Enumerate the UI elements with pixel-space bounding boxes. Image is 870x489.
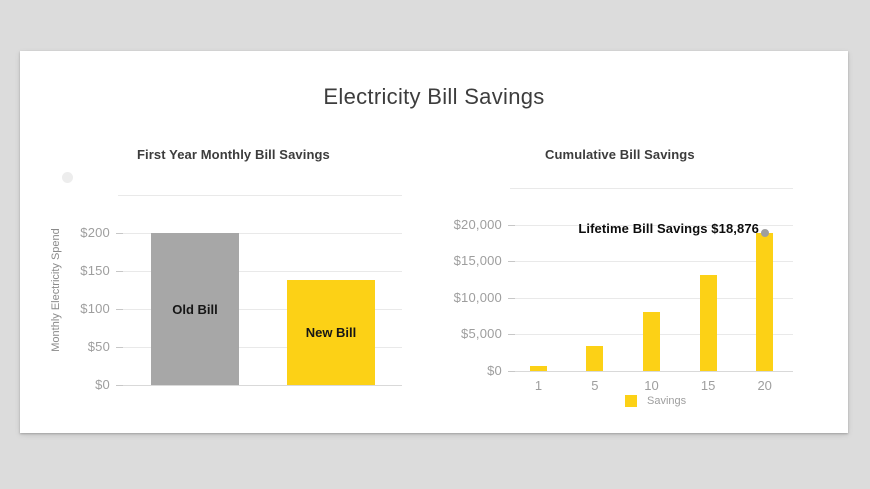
x-tick-label: 1 — [534, 378, 543, 393]
y-tick-label: $200 — [80, 225, 110, 240]
annotation-point-marker — [761, 229, 769, 237]
y-tick-label: $15,000 — [453, 253, 502, 269]
y-tick-mark — [116, 271, 123, 272]
legend-label: Savings — [647, 395, 687, 407]
y-tick-label: $0 — [95, 377, 110, 392]
gridline — [118, 347, 402, 348]
gridline — [118, 309, 402, 310]
cumulative-chart-title: Cumulative Bill Savings — [545, 147, 695, 162]
savings-bar-year-10 — [643, 312, 660, 371]
gridline — [118, 233, 402, 234]
chart-legend: Savings — [625, 395, 686, 407]
y-tick-mark — [508, 334, 515, 336]
y-tick-mark — [116, 385, 123, 386]
gridline — [118, 271, 402, 272]
gridline — [510, 297, 793, 299]
bar-inner-label: New Bill — [305, 325, 357, 341]
y-tick-mark — [508, 224, 515, 226]
savings-report-card: Electricity Bill Savings First Year Mont… — [20, 51, 848, 433]
y-tick-label: $0 — [487, 363, 502, 378]
y-tick-mark — [508, 297, 515, 299]
monthly-chart-title: First Year Monthly Bill Savings — [137, 147, 330, 162]
y-tick-label: $10,000 — [453, 289, 502, 305]
y-tick-label: $150 — [80, 263, 110, 278]
y-tick-label: $50 — [87, 339, 110, 354]
decorative-dot — [62, 172, 73, 183]
gridline — [510, 261, 793, 263]
monthly-bar-old-bill: Old Bill — [151, 233, 239, 385]
y-tick-mark — [116, 309, 123, 310]
x-tick-label: 20 — [757, 378, 772, 393]
gridline — [510, 371, 793, 372]
gridline — [118, 195, 402, 196]
y-tick-mark — [508, 261, 515, 263]
monthly-bar-new-bill: New Bill — [287, 280, 375, 385]
y-tick-label: $100 — [80, 301, 110, 316]
y-tick-mark — [116, 233, 123, 234]
lifetime-savings-annotation: Lifetime Bill Savings $18,876 — [578, 221, 759, 236]
gridline — [118, 385, 402, 386]
y-tick-mark — [116, 347, 123, 348]
x-tick-label: 5 — [591, 378, 599, 393]
y-tick-label: $20,000 — [453, 216, 502, 232]
x-tick-label: 10 — [644, 378, 659, 393]
page-title: Electricity Bill Savings — [323, 84, 545, 109]
savings-bar-year-5 — [586, 346, 604, 371]
savings-bar-year-20 — [756, 232, 774, 371]
bar-inner-label: Old Bill — [172, 301, 218, 317]
y-axis-title: Monthly Electricity Spend — [50, 228, 62, 352]
y-tick-mark — [508, 371, 515, 372]
gridline — [510, 188, 793, 189]
x-tick-label: 15 — [700, 378, 716, 393]
cumulative-chart-plot: $0 $5,000 $10,000 $15,000 $20,000 1 5 10 15 20 — [454, 188, 793, 393]
y-tick-label: $5,000 — [461, 326, 502, 342]
savings-bar-year-15 — [699, 275, 717, 371]
gridline — [510, 224, 793, 226]
monthly-chart-plot: $0 $50 $100 $150 $200 Old Bill New Bill — [80, 195, 402, 392]
legend-swatch — [625, 395, 637, 407]
savings-bar-year-1 — [530, 366, 547, 371]
